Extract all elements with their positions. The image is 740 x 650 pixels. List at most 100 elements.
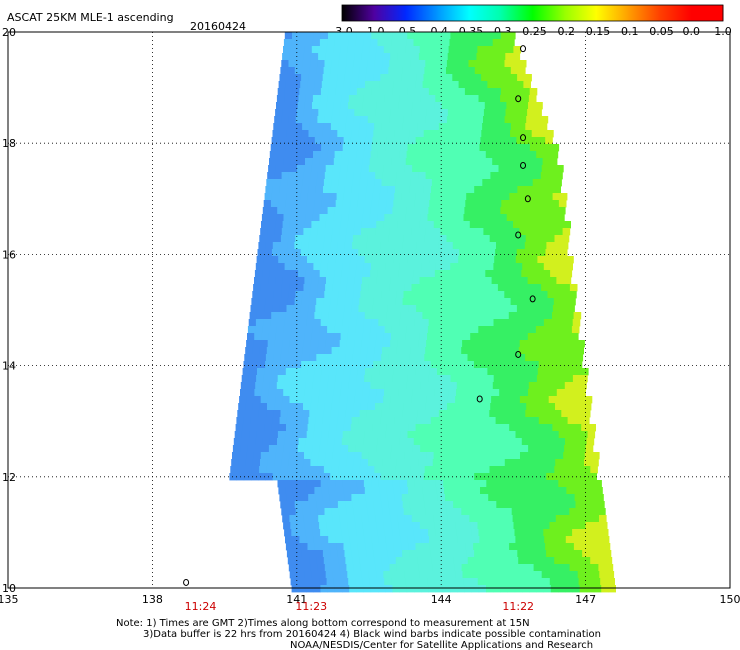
- swath-cell: [303, 284, 312, 292]
- swath-cell: [560, 417, 568, 425]
- swath-cell: [430, 137, 438, 145]
- swath-cell: [533, 116, 541, 124]
- swath-cell: [472, 375, 480, 383]
- swath-cell: [586, 585, 595, 593]
- swath-cell: [569, 284, 578, 292]
- swath-cell: [368, 109, 377, 117]
- swath-cell: [299, 263, 307, 271]
- swath-cell: [261, 277, 269, 285]
- swath-cell: [297, 46, 305, 54]
- swath-cell: [487, 368, 495, 376]
- swath-cell: [493, 88, 502, 96]
- swath-cell: [350, 487, 358, 495]
- swath-cell: [588, 424, 596, 432]
- swath-cell: [266, 179, 274, 187]
- swath-cell: [528, 578, 536, 586]
- swath-cell: [327, 263, 336, 271]
- swath-cell: [425, 228, 434, 236]
- swath-cell: [362, 522, 370, 530]
- swath-cell: [294, 186, 302, 194]
- swath-cell: [361, 221, 370, 229]
- swath-cell: [357, 543, 366, 551]
- swath-cell: [440, 172, 448, 180]
- swath-cell: [328, 88, 336, 96]
- swath-cell: [286, 305, 295, 313]
- swath-cell: [404, 172, 412, 180]
- swath-cell: [388, 557, 397, 565]
- swath-cell: [454, 284, 463, 292]
- swath-cell: [533, 228, 542, 236]
- swath-cell: [445, 361, 453, 369]
- swath-cell: [401, 81, 409, 89]
- swath-cell: [453, 354, 461, 362]
- swath-cell: [240, 445, 248, 453]
- swath-cell: [519, 564, 527, 572]
- swath-cell: [394, 305, 403, 313]
- swath-cell: [494, 487, 502, 495]
- swath-cell: [558, 319, 566, 327]
- swath-cell: [571, 326, 580, 334]
- swath-cell: [430, 249, 438, 257]
- swath-cell: [420, 326, 429, 334]
- swath-cell: [356, 480, 365, 488]
- swath-cell: [490, 403, 498, 411]
- swath-cell: [502, 137, 510, 145]
- swath-cell: [514, 270, 522, 278]
- swath-cell: [546, 354, 555, 362]
- swath-cell: [348, 270, 357, 278]
- swath-cell: [366, 354, 375, 362]
- swath-cell: [354, 340, 362, 348]
- swath-cell: [340, 221, 348, 229]
- swath-cell: [365, 543, 373, 551]
- swath-cell: [451, 368, 459, 376]
- swath-cell: [540, 347, 548, 355]
- swath-cell: [335, 319, 343, 327]
- swath-cell: [270, 263, 278, 271]
- swath-cell: [284, 382, 292, 390]
- swath-cell: [569, 403, 577, 411]
- swath-cell: [288, 235, 296, 243]
- swath-cell: [583, 466, 591, 474]
- swath-cell: [479, 375, 487, 383]
- swath-cell: [594, 480, 602, 488]
- swath-cell: [377, 382, 386, 390]
- swath-cell: [551, 319, 559, 327]
- swath-cell: [540, 508, 549, 516]
- swath-cell: [443, 375, 451, 383]
- swath-cell: [459, 74, 468, 82]
- swath-cell: [500, 32, 509, 40]
- swath-cell: [492, 214, 500, 222]
- swath-cell: [394, 361, 403, 369]
- swath-cell: [570, 452, 578, 460]
- swath-cell: [533, 172, 542, 180]
- swath-cell: [392, 438, 400, 446]
- swath-cell: [584, 571, 593, 579]
- swath-cell: [516, 81, 524, 89]
- swath-cell: [433, 340, 441, 348]
- swath-cell: [335, 480, 343, 488]
- swath-cell: [500, 438, 508, 446]
- swath-cell: [473, 543, 481, 551]
- swath-cell: [473, 305, 482, 313]
- swath-cell: [407, 88, 415, 96]
- swath-cell: [461, 403, 469, 411]
- swath-cell: [283, 389, 291, 397]
- swath-cell: [258, 410, 267, 418]
- swath-cell: [539, 501, 548, 509]
- swath-cell: [401, 305, 410, 313]
- swath-cell: [540, 172, 549, 180]
- swath-cell: [348, 39, 357, 47]
- swath-cell: [477, 578, 486, 586]
- swath-cell: [338, 235, 347, 243]
- swath-cell: [283, 102, 291, 110]
- swath-cell: [268, 452, 276, 460]
- swath-cell: [320, 32, 329, 40]
- swath-cell: [389, 564, 398, 572]
- swath-cell: [356, 207, 364, 215]
- swath-cell: [337, 473, 345, 481]
- swath-cell: [285, 312, 294, 320]
- swath-cell: [485, 529, 494, 537]
- swath-cell: [366, 242, 374, 250]
- swath-cell: [317, 284, 326, 292]
